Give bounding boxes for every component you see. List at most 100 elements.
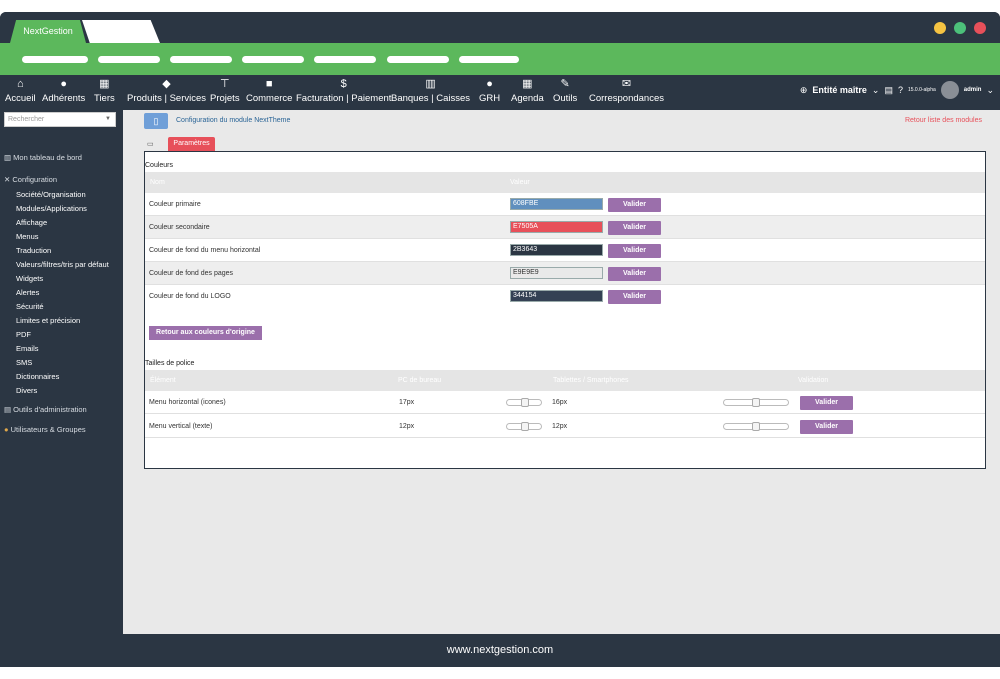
color-input[interactable]: E7505A [510,221,603,233]
validate-button[interactable]: Valider [608,290,661,304]
tablet-size-value: 12px [552,423,568,430]
sidebar-item-divers[interactable]: Divers [16,386,38,395]
sidebar-item-dictionnaires[interactable]: Dictionnaires [16,372,60,381]
calendar-icon: ▦ [522,78,533,90]
minimize-dot[interactable] [934,22,946,34]
menu-item-outils[interactable]: ✎ Outils [553,78,578,104]
menu-item-correspondances[interactable]: ✉ Correspondances [589,78,664,104]
tablet-size-slider[interactable] [723,422,789,431]
coins-icon: $ [340,78,347,90]
sidebar-item-emails[interactable]: Emails [16,344,39,353]
app-window: NextGestion ⌂ Accueil ● Adhérents ▦ Tiers ◆… [0,12,1000,667]
server-icon: ▤ [4,405,14,414]
menu-item-tiers[interactable]: ▦ Tiers [94,78,115,104]
color-input[interactable]: 344154 [510,290,603,302]
reset-colors-button[interactable]: Retour aux couleurs d'origine [149,326,262,340]
close-dot[interactable] [974,22,986,34]
placeholder-pill [387,56,449,63]
column-header: Tablettes / Smartphones [553,377,629,384]
help-icon[interactable]: ? [897,85,903,95]
tablet-size-slider[interactable] [723,398,789,407]
wrench-icon: ✎ [560,78,570,90]
slider-handle[interactable] [521,422,529,431]
version-label: 15.0.0-alpha [907,87,936,93]
row-label: Menu vertical (texte) [149,423,213,430]
validate-button[interactable]: Valider [608,267,661,281]
page-title: Configuration du module NextTheme [176,117,291,124]
sidebar-item-pdf[interactable]: PDF [16,330,31,339]
validate-button[interactable]: Valider [608,244,661,258]
tab-image-icon[interactable]: ▭ [147,141,154,148]
entity-selector[interactable]: Entité maître [812,85,867,95]
sidebar-item-limites[interactable]: Limites et précision [16,316,81,325]
menu-item-grh[interactable]: ● GRH [479,78,501,104]
user-tools: ⊕ Entité maître ⌄ ▤ ? 15.0.0-alpha admin… [800,81,994,99]
address-bar-placeholder [0,43,1000,75]
menu-item-adherents[interactable]: ● Adhérents [42,78,86,104]
sidebar-item-widgets[interactable]: Widgets [16,274,44,283]
color-input[interactable]: 608FBE [510,198,603,210]
menu-item-produits[interactable]: ◆ Produits | Services [127,78,207,104]
avatar[interactable] [940,81,959,99]
menu-item-banques[interactable]: ▥ Banques | Caisses [391,78,471,104]
sidebar-item-societe[interactable]: Société/Organisation [16,190,86,199]
tools-icon: ✕ [4,175,13,184]
home-icon: ⌂ [16,78,24,90]
column-header: Élément [150,377,176,384]
color-input[interactable]: 2B3643 [510,244,603,256]
sidebar-item-configuration[interactable]: ✕ Configuration [4,175,57,184]
people-icon: ● [486,78,493,90]
menu-item-facturation[interactable]: $ Facturation | Paiement [296,78,392,104]
validate-button[interactable]: Valider [800,396,853,410]
placeholder-pill [314,56,376,63]
row-label: Couleur primaire [149,201,201,208]
sidebar-item-affichage[interactable]: Affichage [16,218,48,227]
sidebar-item-menus[interactable]: Menus [16,232,39,241]
slider-handle[interactable] [752,398,760,407]
sidebar-item-traduction[interactable]: Traduction [16,246,52,255]
row-label: Couleur de fond des pages [149,270,234,277]
tab-parametres[interactable]: Paramètres [168,137,215,151]
validate-button[interactable]: Valider [800,420,853,434]
sidebar-item-valeurs[interactable]: Valeurs/filtres/tris par défaut [16,260,109,269]
footer: www.nextgestion.com [0,634,1000,667]
slider-handle[interactable] [752,422,760,431]
color-input[interactable]: E9E9E9 [510,267,603,279]
maximize-dot[interactable] [954,22,966,34]
user-menu-chevron-icon[interactable]: ⌄ [986,84,994,95]
slider-handle[interactable] [521,398,529,407]
sidebar-item-sms[interactable]: SMS [16,358,33,367]
placeholder-pill [459,56,519,63]
placeholder-pill [22,56,88,63]
menu-item-projets[interactable]: ⊤ Projets [210,78,240,104]
title-bar: NextGestion [0,12,1000,43]
back-to-modules-link[interactable]: Retour liste des modules [904,117,982,124]
browser-tab-active[interactable]: NextGestion [10,20,86,43]
browser-tab-blank[interactable] [82,20,160,43]
column-header: Nom [150,179,165,186]
sidebar-item-modules[interactable]: Modules/Applications [16,204,87,213]
sidebar-item-users-groups[interactable]: ● Utilisateurs & Groupes [4,425,86,434]
validate-button[interactable]: Valider [608,198,661,212]
sidebar-item-dashboard[interactable]: ▥ Mon tableau de bord [4,153,82,162]
validate-button[interactable]: Valider [608,221,661,235]
printer-icon[interactable]: ▤ [884,84,893,95]
sidebar-item-securite[interactable]: Sécurité [16,302,44,311]
menu-item-commerce[interactable]: ■ Commerce [246,78,293,104]
globe-icon: ⊕ [799,84,808,95]
pc-size-slider[interactable] [506,398,542,407]
window-controls [934,22,986,34]
pc-size-slider[interactable] [506,422,542,431]
sidebar-item-alertes[interactable]: Alertes [16,288,40,297]
row-label: Couleur de fond du LOGO [149,293,231,300]
pc-size-value: 17px [399,399,415,406]
menu-item-agenda[interactable]: ▦ Agenda [511,78,544,104]
mail-icon: ✉ [621,78,632,90]
sidebar-item-admin-tools[interactable]: ▤ Outils d'administration [4,405,87,414]
menu-item-accueil[interactable]: ⌂ Accueil [5,78,36,104]
table-row: Menu vertical (texte) 12px 12px Valider [145,415,985,438]
user-name[interactable]: admin [963,87,982,93]
cube-icon: ◆ [162,78,171,90]
user-icon: ● [4,425,11,434]
search-input[interactable]: Rechercher ▼ [4,112,116,127]
